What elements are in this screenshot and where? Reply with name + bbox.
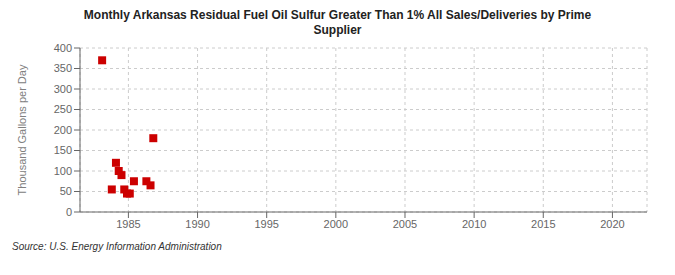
svg-text:2020: 2020 bbox=[600, 218, 624, 230]
svg-text:400: 400 bbox=[54, 42, 72, 54]
svg-text:150: 150 bbox=[54, 144, 72, 156]
svg-text:Thousand Gallons per Day: Thousand Gallons per Day bbox=[16, 64, 28, 195]
html-text:Source: U.S. Energy Informatio: Source: U.S. Energy Information Administ… bbox=[12, 241, 222, 252]
svg-text:350: 350 bbox=[54, 62, 72, 74]
svg-text:2015: 2015 bbox=[531, 218, 555, 230]
svg-text:300: 300 bbox=[54, 83, 72, 95]
svg-text:0: 0 bbox=[66, 206, 72, 218]
html-text:Monthly Arkansas Residual Fuel: Monthly Arkansas Residual Fuel Oil Sulfu… bbox=[83, 8, 592, 22]
svg-text:100: 100 bbox=[54, 165, 72, 177]
svg-text:2000: 2000 bbox=[324, 218, 348, 230]
svg-text:200: 200 bbox=[54, 124, 72, 136]
svg-text:1985: 1985 bbox=[116, 218, 140, 230]
svg-text:2005: 2005 bbox=[393, 218, 417, 230]
html-text:Supplier: Supplier bbox=[313, 23, 362, 37]
svg-text:2010: 2010 bbox=[462, 218, 486, 230]
svg-text:1995: 1995 bbox=[254, 218, 278, 230]
svg-text:50: 50 bbox=[60, 185, 72, 197]
svg-text:1990: 1990 bbox=[185, 218, 209, 230]
svg-text:250: 250 bbox=[54, 103, 72, 115]
